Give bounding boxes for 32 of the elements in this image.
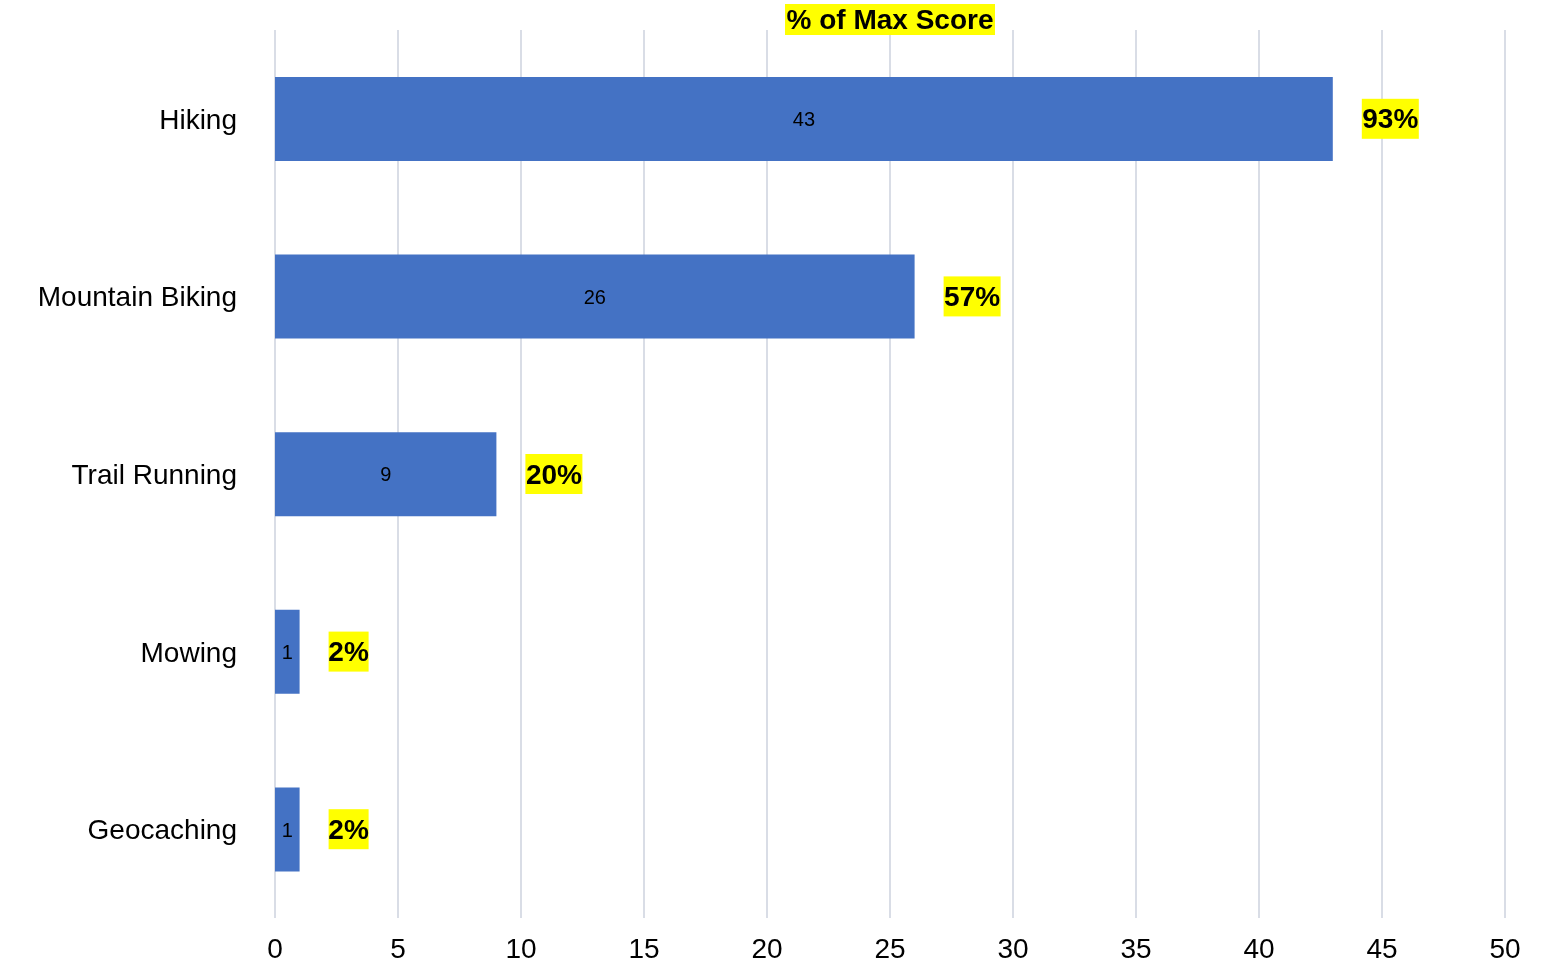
- y-tick-label: Geocaching: [87, 814, 237, 846]
- y-tick-label: Trail Running: [71, 458, 237, 490]
- data-label: 1: [281, 640, 293, 663]
- x-tick-label: 50: [1489, 932, 1521, 964]
- x-tick-label: 25: [874, 932, 906, 964]
- x-tick-label: 15: [628, 932, 660, 964]
- y-tick-label: Hiking: [159, 103, 237, 135]
- x-tick-label: 5: [390, 932, 406, 964]
- x-tick-label: 10: [505, 932, 537, 964]
- bar: [275, 254, 915, 339]
- x-tick-label: 30: [997, 932, 1029, 964]
- y-tick-label: Mowing: [140, 636, 237, 668]
- annotation: 20%: [525, 458, 583, 490]
- data-label: 26: [583, 285, 606, 308]
- data-label: 1: [281, 818, 293, 841]
- x-tick-label: 45: [1366, 932, 1398, 964]
- data-label: 9: [380, 463, 392, 486]
- y-tick-label: Mountain Biking: [37, 281, 237, 313]
- x-tick-label: 0: [267, 932, 283, 964]
- annotation: 93%: [1362, 103, 1419, 135]
- annotation: 2%: [328, 636, 369, 668]
- annotation: 2%: [328, 813, 369, 845]
- bar: [275, 787, 300, 872]
- data-label: 43: [792, 108, 816, 131]
- chart-title: % of Max Score: [784, 4, 996, 35]
- annotation: 57%: [944, 280, 1001, 312]
- x-tick-label: 40: [1243, 932, 1275, 964]
- bar: [275, 77, 1333, 161]
- bar: [275, 432, 497, 517]
- x-tick-label: 20: [751, 932, 783, 964]
- x-tick-label: 35: [1120, 932, 1152, 964]
- bar: [275, 609, 300, 694]
